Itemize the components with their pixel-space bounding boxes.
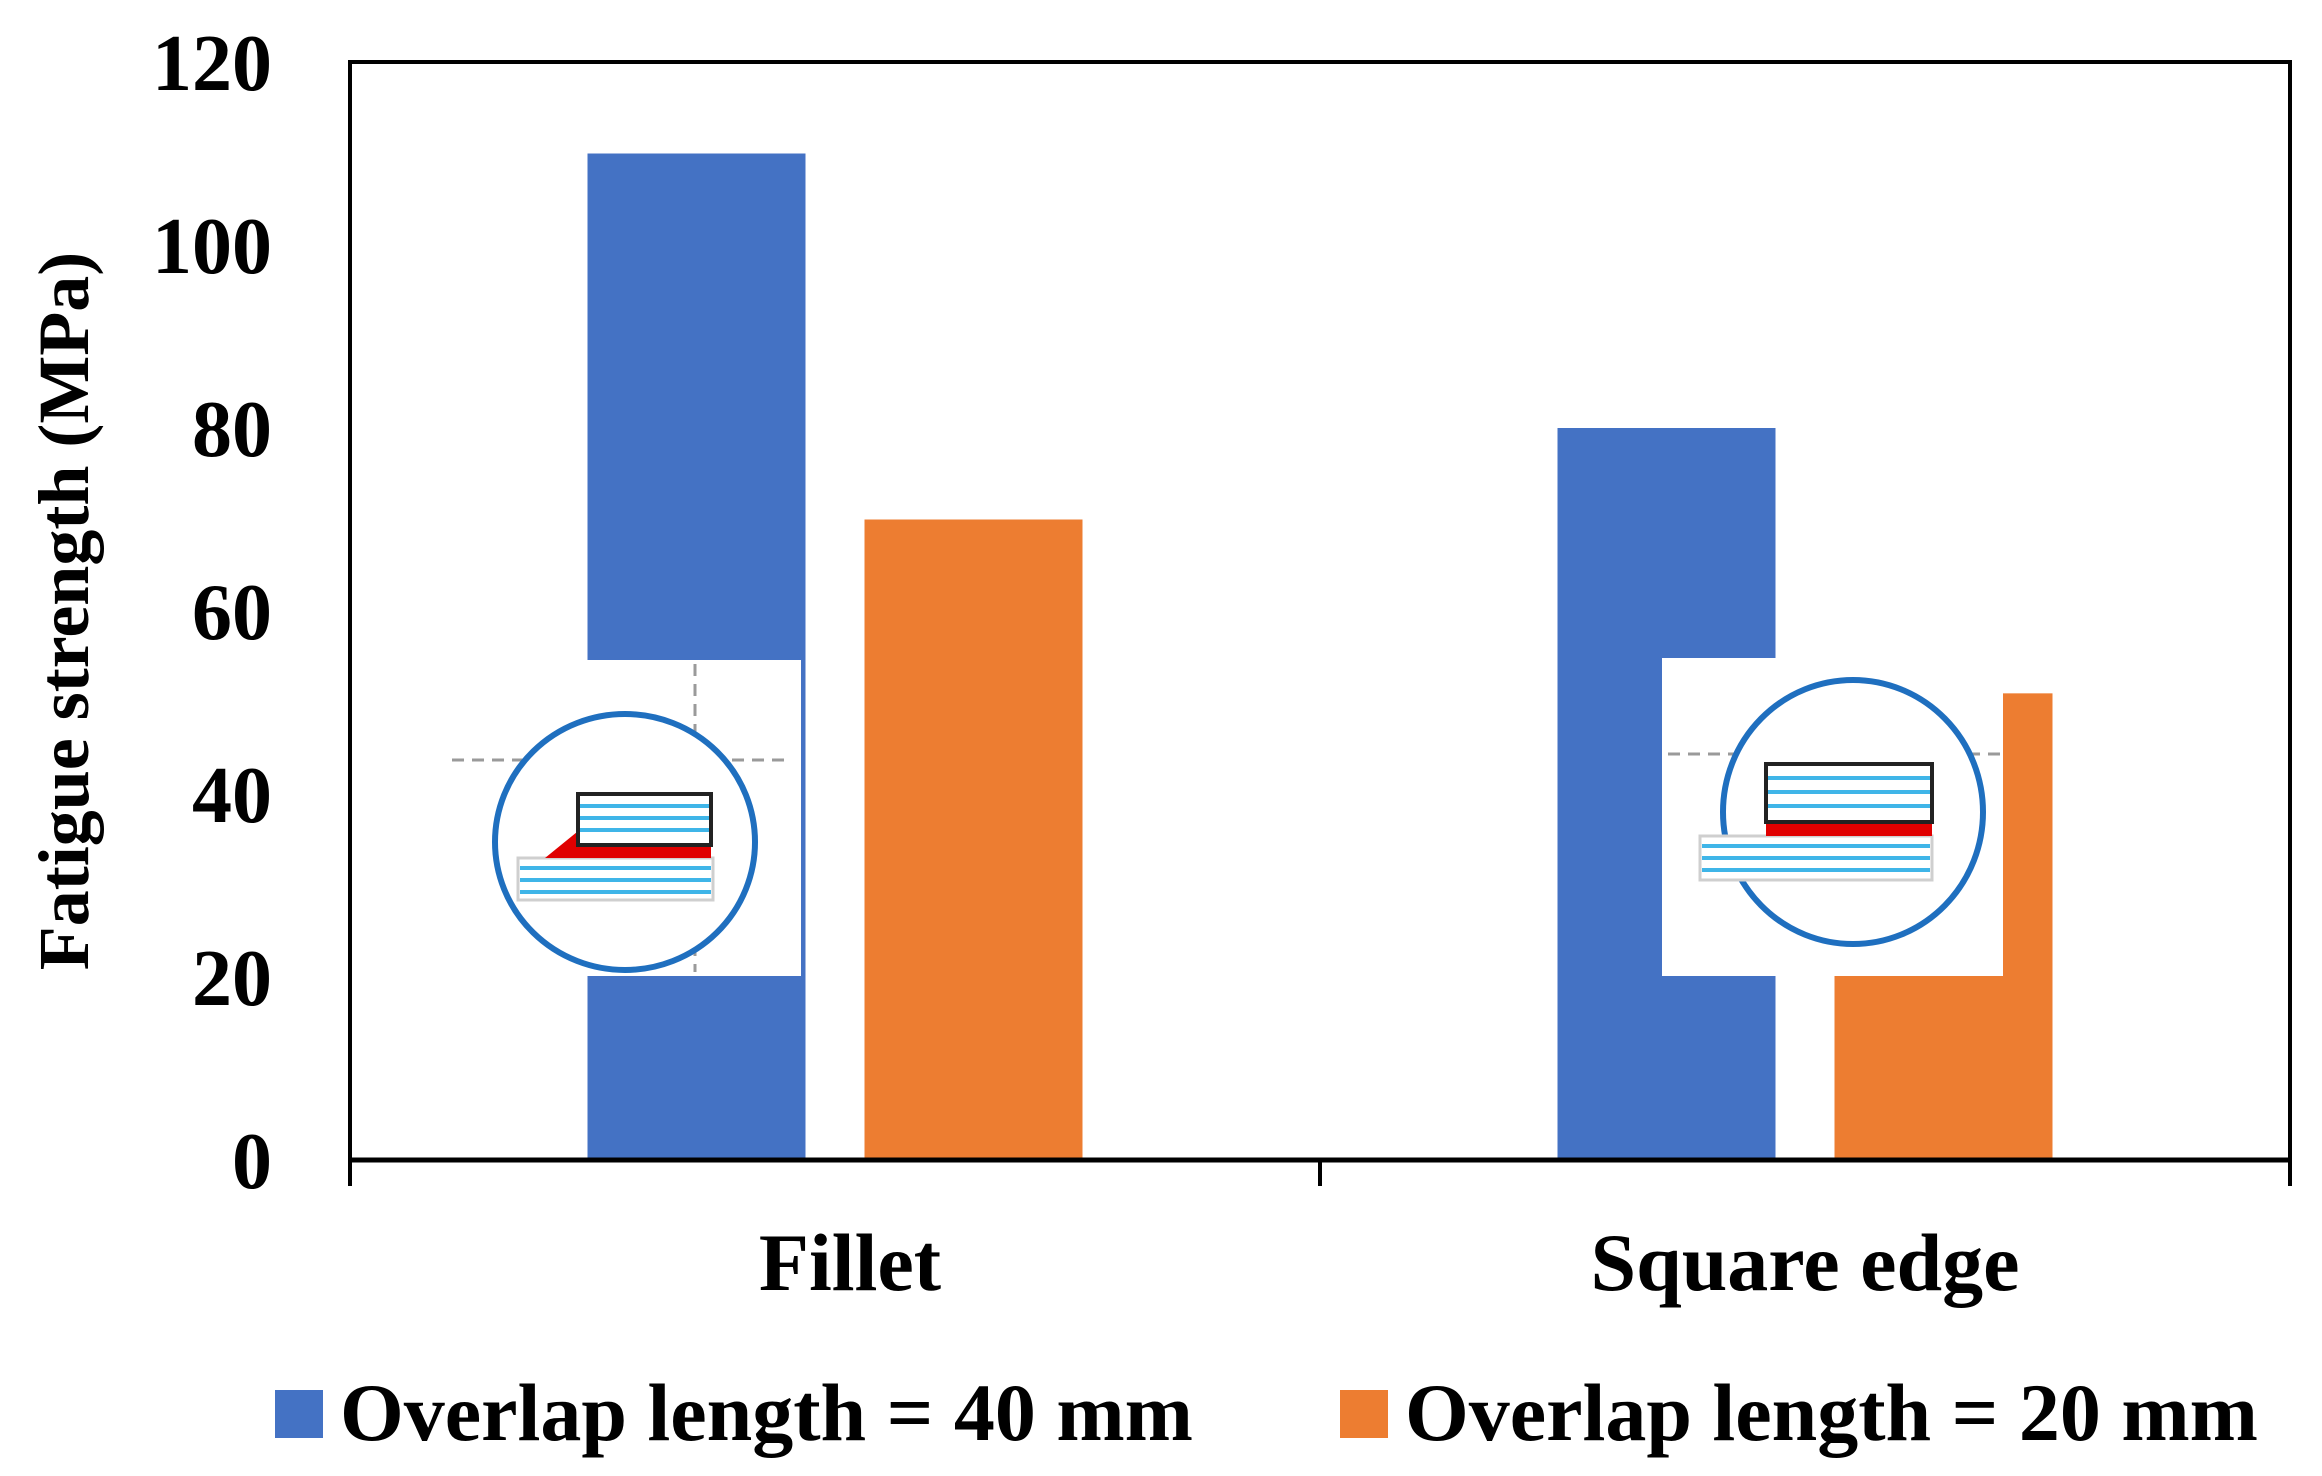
y-axis-title: Fatigue strength (MPa) — [24, 252, 104, 971]
y-axis-ticks: 0 20 40 60 80 100 120 — [152, 20, 272, 1206]
insets-group — [437, 658, 2003, 976]
y-tick-label: 80 — [192, 386, 272, 474]
bar-overlap-40mm-fillet — [587, 153, 806, 1160]
legend-label: Overlap length = 20 mm — [1405, 1367, 2258, 1458]
y-tick-label: 120 — [152, 20, 272, 108]
bars-group — [587, 153, 2053, 1160]
legend-swatch — [1340, 1390, 1388, 1438]
axes-group — [348, 60, 2292, 1186]
y-tick-label: 0 — [232, 1118, 272, 1206]
square-edge-joint-inset — [1662, 658, 2003, 976]
adhesive-layer — [1766, 822, 1932, 836]
legend-label: Overlap length = 40 mm — [340, 1367, 1193, 1458]
legend-swatch — [275, 1390, 323, 1438]
y-tick-label: 20 — [192, 935, 272, 1023]
y-axis-title-group: Fatigue strength (MPa) — [24, 252, 104, 971]
y-tick-label: 40 — [192, 752, 272, 840]
bar-overlap-20mm-fillet — [864, 519, 1083, 1160]
x-category-label: Square edge — [1590, 1217, 2019, 1308]
fillet-joint-inset — [437, 660, 801, 976]
y-tick-label: 60 — [192, 569, 272, 657]
legend: Overlap length = 40 mm Overlap length = 2… — [275, 1367, 2258, 1458]
x-category-label: Fillet — [759, 1217, 941, 1308]
category-labels: Fillet Square edge — [759, 1217, 2020, 1308]
y-tick-label: 100 — [152, 203, 272, 291]
